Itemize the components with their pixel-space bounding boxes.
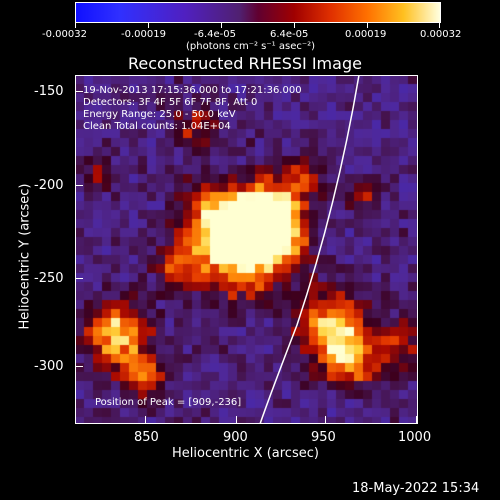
info-peak: Position of Peak = [909,-236] (95, 397, 242, 408)
colorbar-ticks (0, 22, 500, 28)
plot-frame (75, 75, 418, 424)
colorbar (75, 2, 441, 23)
x-tick-label: 850 (134, 430, 159, 445)
footer-timestamp: 18-May-2022 15:34 (352, 481, 480, 496)
y-axis-ticks (75, 75, 83, 424)
solar-limb (259, 75, 360, 424)
colorbar-tick-label: 0.00032 (420, 29, 462, 40)
y-tick-label: -150 (34, 84, 64, 99)
x-tick-label: 1000 (398, 430, 432, 445)
y-tick-label: -250 (34, 271, 64, 286)
y-axis-label: Heliocentric Y (arcsec) (17, 183, 33, 330)
plot-title: Reconstructed RHESSI Image (128, 54, 362, 73)
x-axis-ticks (75, 416, 418, 424)
colorbar-units: (photons cm⁻² s⁻¹ asec⁻²) (186, 41, 316, 52)
x-tick-label: 900 (223, 430, 248, 445)
colorbar-tick-label: -6.4e-05 (194, 29, 236, 40)
info-detectors: Detectors: 3F 4F 5F 6F 7F 8F, Att 0 (83, 97, 258, 108)
y-tick-label: -200 (34, 178, 64, 193)
x-axis-label: Heliocentric X (arcsec) (172, 446, 319, 461)
info-time: 19-Nov-2013 17:15:36.000 to 17:21:36.000 (83, 85, 302, 96)
colorbar-tick-label: 0.00019 (345, 29, 387, 40)
y-tick-label: -300 (34, 359, 64, 374)
rhessi-image: 19-Nov-2013 17:15:36.000 to 17:21:36.000… (75, 75, 418, 424)
colorbar-tick-label: 6.4e-05 (270, 29, 309, 40)
rhessi-image-canvas (75, 75, 418, 424)
colorbar-tick-label: -0.00019 (121, 29, 166, 40)
x-tick-label: 950 (311, 430, 336, 445)
info-clean: Clean Total counts: 1.04E+04 (83, 121, 231, 132)
info-energy: Energy Range: 25.0 - 50.0 keV (83, 109, 236, 120)
colorbar-tick-label: -0.00032 (42, 29, 87, 40)
